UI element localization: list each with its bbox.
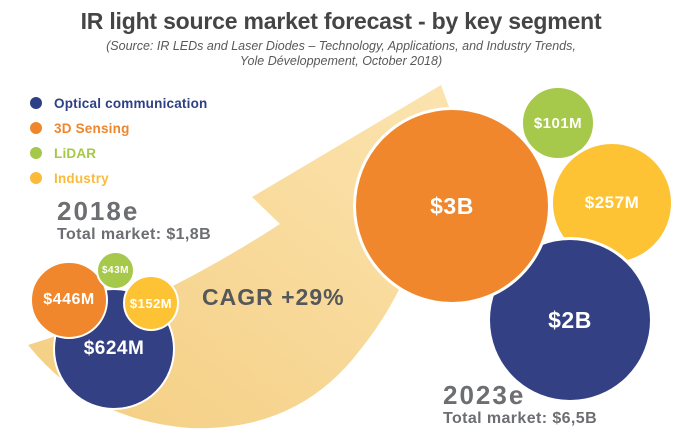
- legend-bullet-icon: [30, 122, 42, 134]
- legend-bullet-icon: [30, 172, 42, 184]
- group-2018-label: 2018e Total market: $1,8B: [57, 197, 211, 244]
- bubble-value: $2B: [548, 306, 592, 333]
- bubble-value: $257M: [584, 193, 640, 212]
- page-title: IR light source market forecast - by key…: [80, 8, 602, 34]
- legend-item-lidar: LiDAR: [30, 145, 207, 161]
- bubble-2023-3d-sensing: $3B: [353, 107, 551, 305]
- group-2023-label: 2023e Total market: $6,5B: [443, 381, 597, 428]
- bubble-2018-lidar: $43M: [96, 251, 135, 290]
- total-market-2023: Total market: $6,5B: [443, 410, 598, 427]
- legend-item-3d-sensing: 3D Sensing: [30, 120, 207, 136]
- source-note-line1: (Source: IR LEDs and Laser Diodes – Tech…: [106, 39, 576, 53]
- legend-label: Optical communication: [54, 95, 208, 111]
- legend-label: Industry: [54, 170, 109, 186]
- year-2023e: 2023e: [443, 380, 526, 410]
- legend-label: 3D Sensing: [54, 120, 130, 136]
- source-note-line2: Yole Développement, October 2018): [239, 54, 443, 68]
- total-market-2018: Total market: $1,8B: [57, 226, 212, 243]
- source-note: (Source: IR LEDs and Laser Diodes – Tech…: [0, 39, 682, 69]
- bubble-2018-3d-sensing: $446M: [30, 261, 108, 339]
- bubble-2018-industry: $152M: [123, 275, 179, 331]
- legend-label: LiDAR: [54, 145, 97, 161]
- cagr-label: CAGR +29%: [202, 284, 345, 310]
- bubble-value: $43M: [101, 265, 129, 276]
- legend-item-industry: Industry: [30, 170, 207, 186]
- legend-bullet-icon: [30, 147, 42, 159]
- bubble-value: $152M: [129, 295, 173, 311]
- bubble-value: $101M: [533, 114, 583, 132]
- bubble-value: $446M: [43, 291, 95, 308]
- legend-item-optical-communication: Optical communication: [30, 95, 208, 111]
- year-2018e: 2018e: [57, 196, 140, 226]
- bubble-value: $3B: [430, 192, 474, 219]
- legend-bullet-icon: [30, 97, 42, 109]
- legend: Optical communication 3D Sensing LiDAR I…: [30, 95, 208, 197]
- bubble-value: $624M: [83, 338, 145, 359]
